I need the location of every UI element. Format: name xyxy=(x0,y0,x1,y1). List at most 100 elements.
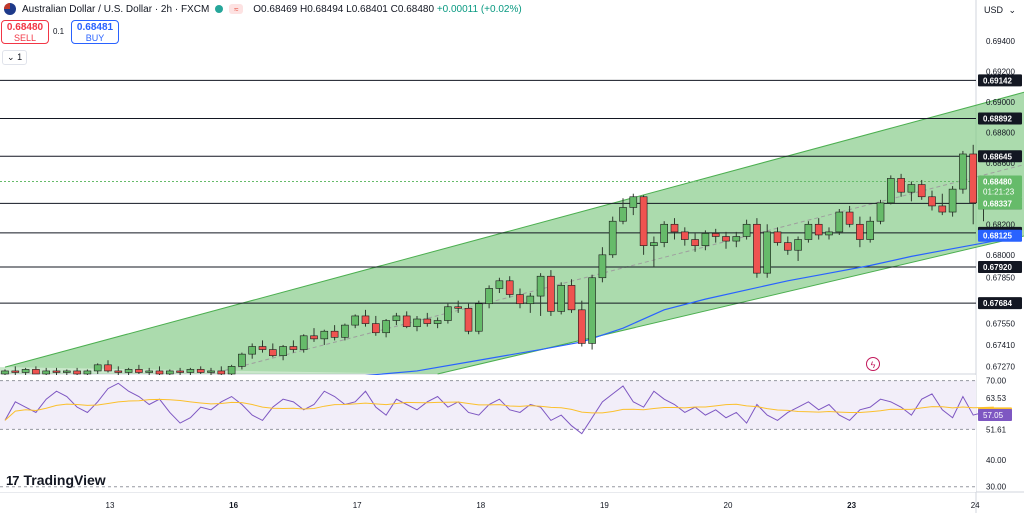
candle xyxy=(423,312,432,327)
candle xyxy=(413,315,421,332)
time-tick-label: 18 xyxy=(476,501,485,510)
market-open-icon xyxy=(215,5,224,13)
price-tag xyxy=(978,197,1022,210)
level-tag-label: 0.67920 xyxy=(983,263,1012,272)
candle-body-down xyxy=(856,223,864,240)
time-tick-label: 16 xyxy=(229,501,238,510)
indicator-count: 1 xyxy=(17,52,23,62)
chevron-down-icon: ⌄ xyxy=(1008,4,1016,15)
level-tag xyxy=(978,150,1022,163)
candle-body-up xyxy=(21,369,30,373)
price-tags: 0.691420.688920.686450.683370.681440.679… xyxy=(978,74,1022,421)
candle-body-down xyxy=(547,275,555,312)
tradingview-logo: 17 TradingView xyxy=(6,472,106,488)
candle-body-up xyxy=(794,239,802,251)
level-tag-label: 0.69142 xyxy=(983,76,1012,85)
price-tick-label: 0.69200 xyxy=(986,67,1015,76)
rsi-tag xyxy=(978,408,1012,421)
candle-body-up xyxy=(392,315,401,321)
buy-button[interactable]: 0.68481 BUY xyxy=(71,20,119,44)
time-tick-label: 13 xyxy=(106,501,115,510)
candle xyxy=(639,195,648,255)
rsi-background xyxy=(0,375,976,492)
rsi-line xyxy=(4,382,994,435)
level-tag-label: 0.68892 xyxy=(983,115,1012,124)
candle xyxy=(742,219,751,240)
price-tick-label: 0.67270 xyxy=(986,362,1015,371)
candle-body-down xyxy=(814,223,823,236)
candle-body-down xyxy=(969,153,978,204)
candle xyxy=(691,233,699,252)
ohlc-open: O0.68469 xyxy=(253,3,298,15)
indicator-collapse-toggle[interactable]: ⌄ 1 xyxy=(2,50,28,65)
candle xyxy=(104,360,112,373)
price-tick-label: 0.69400 xyxy=(986,37,1015,46)
candle-body-up xyxy=(413,318,421,327)
logo-text: TradingView xyxy=(23,472,106,488)
candle xyxy=(444,303,452,324)
level-tag xyxy=(978,297,1022,310)
candle-body-up xyxy=(536,275,545,297)
candle-body-down xyxy=(330,330,339,338)
price-tick-label: 0.67850 xyxy=(986,274,1015,283)
candle xyxy=(279,344,287,361)
candle-body-up xyxy=(876,202,885,222)
level-tag xyxy=(978,112,1022,125)
candle xyxy=(938,193,947,216)
candle-body-up xyxy=(907,184,916,193)
candle-body-down xyxy=(176,370,184,373)
candle xyxy=(433,317,442,329)
candle xyxy=(382,318,390,338)
candle-body-up xyxy=(660,223,669,243)
candle-body-down xyxy=(289,346,298,350)
buy-price: 0.68481 xyxy=(76,22,114,33)
wave-icon[interactable]: ≈ xyxy=(229,4,244,14)
candle-body-up xyxy=(866,220,875,240)
candle-body-down xyxy=(73,370,81,375)
candle xyxy=(547,270,555,316)
price-tick-label: 0.68000 xyxy=(986,251,1015,260)
candle-body-up xyxy=(959,153,967,190)
candle xyxy=(238,352,246,370)
candle xyxy=(516,288,524,309)
candle-body-down xyxy=(567,285,576,311)
candle xyxy=(773,227,782,246)
candle xyxy=(680,227,689,246)
rsi-tick-label: 51.61 xyxy=(986,425,1007,434)
candle-body-down xyxy=(268,349,277,356)
symbol-title[interactable]: Australian Dollar / U.S. Dollar · 2h · F… xyxy=(22,3,210,15)
candle-body-up xyxy=(382,320,390,334)
lightning-icon[interactable]: ϟ xyxy=(866,357,880,371)
candle xyxy=(557,282,566,315)
candle-body-down xyxy=(639,196,648,246)
candle-body-down xyxy=(670,223,679,233)
candle xyxy=(93,363,102,374)
candle-body-up xyxy=(629,196,638,208)
ohlc-low: L0.68401 xyxy=(346,3,388,15)
time-tick-label: 24 xyxy=(971,501,980,510)
candle-body-down xyxy=(845,211,854,225)
candle-body-up xyxy=(619,207,627,222)
sell-button[interactable]: 0.68480 SELL xyxy=(1,20,49,44)
candle xyxy=(619,198,627,225)
candle-body-up xyxy=(124,369,133,373)
candle-body-up xyxy=(238,353,246,367)
aud-flag-icon xyxy=(4,3,16,15)
price-tag xyxy=(978,175,1022,198)
candle-body-down xyxy=(773,231,782,243)
candle-body-down xyxy=(917,184,926,198)
countdown-label: 01:21:23 xyxy=(983,187,1015,196)
currency-selector[interactable]: USD ⌄ xyxy=(980,2,1020,18)
candle-body-down xyxy=(464,308,473,332)
candle-body-down xyxy=(711,233,720,237)
candle-body-up xyxy=(186,369,195,373)
level-tag-label: 0.68645 xyxy=(983,152,1012,161)
candle xyxy=(135,364,143,374)
candle xyxy=(196,366,205,374)
candle xyxy=(505,276,514,298)
channel-mid-line xyxy=(210,164,1024,375)
candle-body-down xyxy=(361,315,370,324)
candle-body-up xyxy=(1,370,9,375)
candle-body-up xyxy=(608,220,617,256)
